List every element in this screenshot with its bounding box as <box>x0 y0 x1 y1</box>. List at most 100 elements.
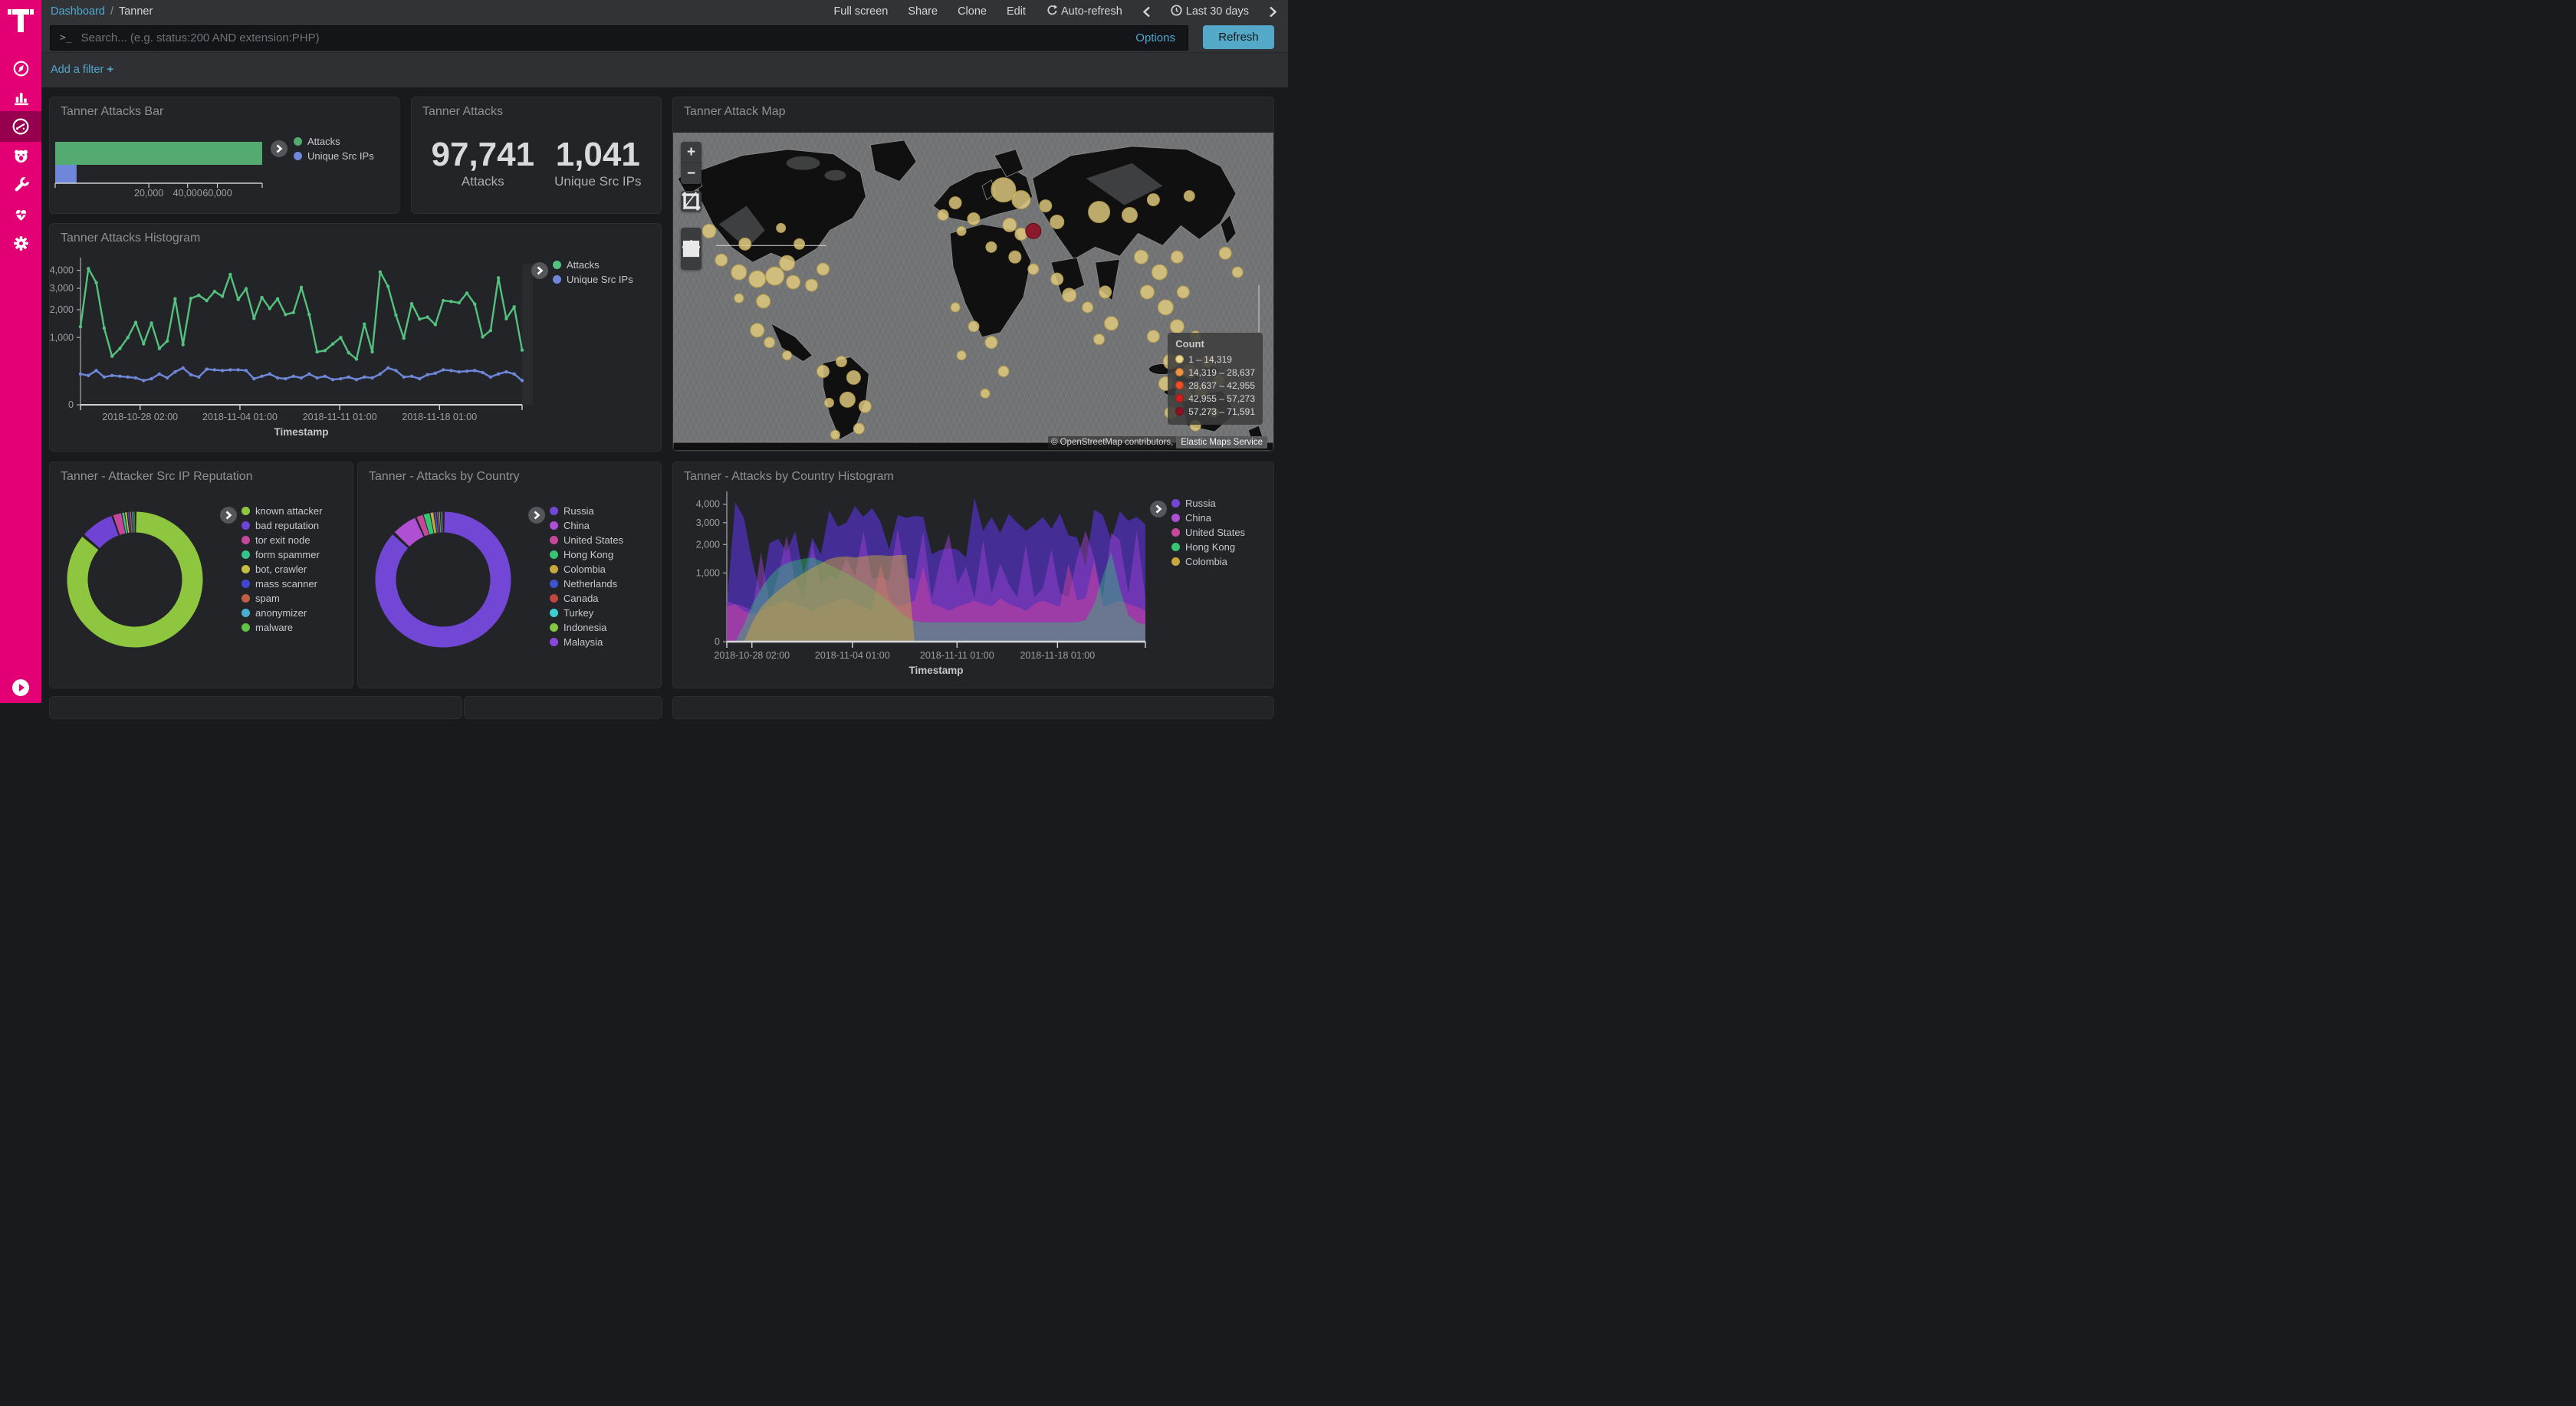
sidebar-item-visualize[interactable] <box>0 83 41 112</box>
sidebar-collapse-button[interactable] <box>12 678 30 697</box>
sidebar-item-management[interactable] <box>0 228 41 258</box>
draw-rectangle-button[interactable] <box>681 240 702 270</box>
country-legend-item[interactable]: Malaysia <box>550 635 623 649</box>
search-box[interactable]: >_ Options <box>50 25 1188 51</box>
auto-refresh-button[interactable]: Auto-refresh <box>1046 5 1122 19</box>
attack-location-marker[interactable] <box>1169 319 1184 334</box>
attack-location-marker[interactable] <box>956 350 967 361</box>
sidebar-item-dev-tools[interactable] <box>0 170 41 199</box>
attacks-histogram-legend-item[interactable]: Unique Src IPs <box>553 272 633 287</box>
attack-location-marker[interactable] <box>1122 207 1138 223</box>
time-back-button[interactable] <box>1142 6 1151 18</box>
bar-legend-item[interactable]: Attacks <box>294 134 374 149</box>
reputation-donut-chart[interactable] <box>50 462 354 689</box>
attack-location-marker[interactable] <box>715 253 728 267</box>
osm-attribution[interactable]: © OpenStreetMap contributors, <box>1047 436 1177 448</box>
attack-location-marker[interactable] <box>1183 190 1195 202</box>
attack-location-marker[interactable] <box>805 278 819 292</box>
attack-location-marker[interactable] <box>997 366 1010 377</box>
breadcrumb-dashboard-link[interactable]: Dashboard <box>51 5 105 18</box>
reputation-legend-item[interactable]: mass scanner <box>242 577 322 591</box>
attack-location-marker[interactable] <box>1104 316 1119 331</box>
country-legend-item[interactable]: Russia <box>550 504 623 518</box>
country-histogram-legend-item[interactable]: Russia <box>1171 496 1245 511</box>
attack-location-marker[interactable] <box>1170 250 1184 264</box>
zoom-in-button[interactable]: + <box>681 142 702 163</box>
attack-location-marker[interactable] <box>734 293 744 304</box>
attack-location-marker[interactable] <box>853 422 865 435</box>
reputation-legend-item[interactable]: tor exit node <box>242 533 322 547</box>
attack-location-marker[interactable] <box>991 177 1017 203</box>
sidebar-item-dashboard[interactable] <box>0 111 41 142</box>
attacks-histogram-chart[interactable]: 0 1,000 2,000 3,000 4,000 2018-10-28 02:00 201… <box>50 224 662 452</box>
country-histogram-legend-item[interactable]: China <box>1171 511 1245 525</box>
attack-location-marker[interactable] <box>1062 287 1077 303</box>
attack-location-marker[interactable] <box>779 255 796 271</box>
attack-location-marker[interactable] <box>1082 301 1094 314</box>
bar-unique-src-ips[interactable] <box>55 165 77 183</box>
country-slice-united-states[interactable] <box>416 514 429 537</box>
reputation-legend-item[interactable]: bad reputation <box>242 518 322 533</box>
country-slice-colombia[interactable] <box>430 512 437 534</box>
options-link[interactable]: Options <box>1135 31 1175 44</box>
attack-location-marker[interactable] <box>1088 201 1111 223</box>
sidebar-item-monitoring[interactable] <box>0 199 41 228</box>
area-colombia[interactable] <box>727 554 1145 642</box>
tmobile-logo[interactable] <box>8 9 34 35</box>
attack-location-marker[interactable] <box>823 397 834 408</box>
attack-location-marker[interactable] <box>765 266 785 286</box>
country-slice-russia[interactable] <box>375 511 511 648</box>
world-map[interactable]: + − Count 1 – 14,319 14,319 – 28,637 28,63… <box>673 133 1273 451</box>
attack-location-marker[interactable] <box>846 370 861 385</box>
attack-location-marker[interactable] <box>1050 214 1065 229</box>
country-histogram-chart[interactable]: 0 1,000 2,000 3,000 4,000 2018-10-28 02:00 201… <box>673 462 1275 689</box>
attack-location-marker[interactable] <box>782 350 793 361</box>
sidebar-item-discover[interactable] <box>0 54 41 83</box>
fullscreen-button[interactable]: Full screen <box>833 5 889 18</box>
attack-location-marker[interactable] <box>1011 190 1031 210</box>
attack-location-marker-high[interactable] <box>1025 222 1042 239</box>
country-slice-hong-kong[interactable] <box>423 513 434 535</box>
time-forward-button[interactable] <box>1269 6 1277 18</box>
country-legend-item[interactable]: United States <box>550 533 623 547</box>
attack-location-marker[interactable] <box>830 429 840 440</box>
attack-location-marker[interactable] <box>1002 217 1017 232</box>
reputation-legend-item[interactable]: malware <box>242 620 322 635</box>
attack-location-marker[interactable] <box>839 391 856 408</box>
attack-location-marker[interactable] <box>1099 285 1112 299</box>
attack-location-marker[interactable] <box>1093 333 1106 346</box>
bar-attacks[interactable] <box>55 142 262 165</box>
attack-location-marker[interactable] <box>764 337 776 349</box>
attack-location-marker[interactable] <box>750 323 765 338</box>
elastic-maps-attribution[interactable]: Elastic Maps Service <box>1176 436 1267 448</box>
attacks-histogram-legend-item[interactable]: Attacks <box>553 258 633 272</box>
attack-location-marker[interactable] <box>835 356 847 368</box>
attack-location-marker[interactable] <box>985 241 997 253</box>
attack-location-marker[interactable] <box>1039 199 1053 212</box>
attack-location-marker[interactable] <box>1008 250 1022 264</box>
attack-location-marker[interactable] <box>968 320 980 333</box>
attack-location-marker[interactable] <box>756 294 771 309</box>
country-histogram-legend-item[interactable]: Hong Kong <box>1171 540 1245 554</box>
attack-location-marker[interactable] <box>731 264 748 281</box>
attack-location-marker[interactable] <box>1014 227 1028 241</box>
country-histogram-legend-item[interactable]: United States <box>1171 525 1245 540</box>
attack-location-marker[interactable] <box>816 262 830 276</box>
reputation-legend-item[interactable]: anonymizer <box>242 606 322 620</box>
attack-location-marker[interactable] <box>937 209 949 221</box>
reputation-slice-bad-reputation[interactable] <box>84 516 120 549</box>
attack-location-marker[interactable] <box>1133 249 1148 264</box>
reputation-legend-item[interactable]: form spammer <box>242 547 322 562</box>
attacks-bar-chart[interactable]: 20,000 40,000 60,000 <box>50 97 400 215</box>
attack-location-marker[interactable] <box>1146 330 1160 343</box>
edit-button[interactable]: Edit <box>1006 5 1026 18</box>
attack-location-marker[interactable] <box>1151 264 1168 281</box>
attack-location-marker[interactable] <box>1218 246 1232 260</box>
attack-location-marker[interactable] <box>1027 263 1040 275</box>
country-legend-item[interactable]: Turkey <box>550 606 623 620</box>
attack-location-marker[interactable] <box>1157 299 1174 316</box>
country-histogram-legend-item[interactable]: Colombia <box>1171 554 1245 569</box>
reputation-legend-item[interactable]: spam <box>242 591 322 606</box>
refresh-button[interactable]: Refresh <box>1203 25 1274 49</box>
attack-location-marker[interactable] <box>956 225 967 236</box>
